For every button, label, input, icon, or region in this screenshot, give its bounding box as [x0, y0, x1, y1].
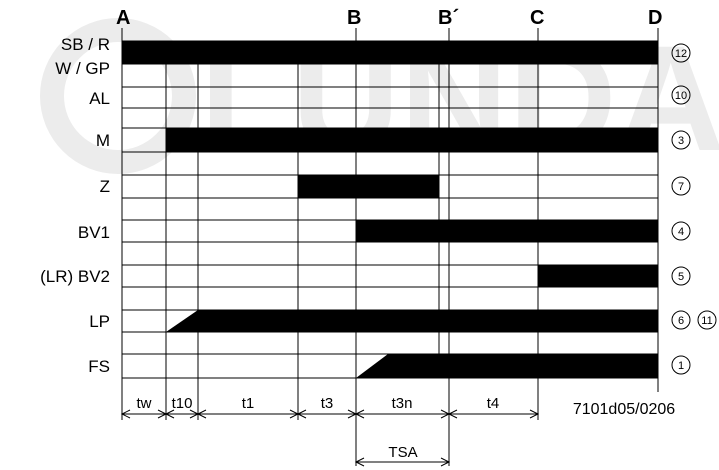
circle-number-6: 6	[678, 315, 684, 327]
bar-sb-r	[122, 41, 658, 64]
column-label-c: C	[530, 7, 544, 29]
interval-t4: t4	[487, 395, 500, 412]
watermark-text: LUNDA	[200, 14, 719, 182]
interval-t3: t3	[321, 395, 334, 412]
circle-number-5: 5	[678, 271, 684, 283]
row-label-bv2: (LR) BV2	[40, 267, 110, 286]
row-label-z: Z	[100, 177, 110, 196]
circle-number-3: 3	[678, 135, 684, 147]
bar-fs	[356, 354, 658, 378]
column-label-a: A	[116, 7, 130, 29]
tsa-dimension	[354, 457, 451, 467]
circle-numbers: 12 10 3 7 4 5 6 11 1	[675, 48, 713, 372]
column-label-b-prime: B´	[438, 7, 459, 29]
bar-z	[298, 175, 439, 198]
interval-t10: t10	[172, 395, 193, 412]
column-labels: A B B´ C D	[116, 7, 662, 29]
row-labels: SB / R W / GP AL M Z BV1 (LR) BV2 LP FS	[40, 35, 110, 376]
watermark: LUNDA	[40, 14, 719, 182]
row-label-al: AL	[89, 89, 110, 108]
row-label-bv1: BV1	[78, 223, 110, 242]
circle-number-12: 12	[675, 48, 687, 60]
signal-bars	[122, 41, 658, 378]
circle-markers	[671, 43, 717, 375]
bar-lp	[166, 310, 658, 332]
column-label-b: B	[347, 7, 361, 29]
row-label-sb-r: SB / R	[61, 35, 110, 54]
interval-tw: tw	[137, 395, 152, 412]
circle-number-1: 1	[678, 360, 684, 372]
tsa-label: TSA	[388, 444, 417, 461]
row-label-m: M	[96, 131, 110, 150]
time-dimension-line	[120, 409, 540, 419]
row-label-w-gp: W / GP	[55, 59, 110, 78]
interval-t1: t1	[242, 395, 255, 412]
interval-t3n: t3n	[392, 395, 413, 412]
bar-m	[166, 128, 658, 152]
bar-bv2	[538, 265, 658, 287]
row-label-fs: FS	[88, 357, 110, 376]
circle-number-4: 4	[678, 226, 684, 238]
column-label-d: D	[648, 7, 662, 29]
row-label-lp: LP	[89, 312, 110, 331]
bar-bv1	[356, 220, 658, 242]
circle-number-10: 10	[675, 90, 687, 102]
circle-number-7: 7	[678, 181, 684, 193]
circle-number-11: 11	[701, 315, 712, 327]
reference-code: 7101d05/0206	[573, 401, 675, 418]
time-interval-labels: tw t10 t1 t3 t3n t4	[137, 395, 500, 412]
